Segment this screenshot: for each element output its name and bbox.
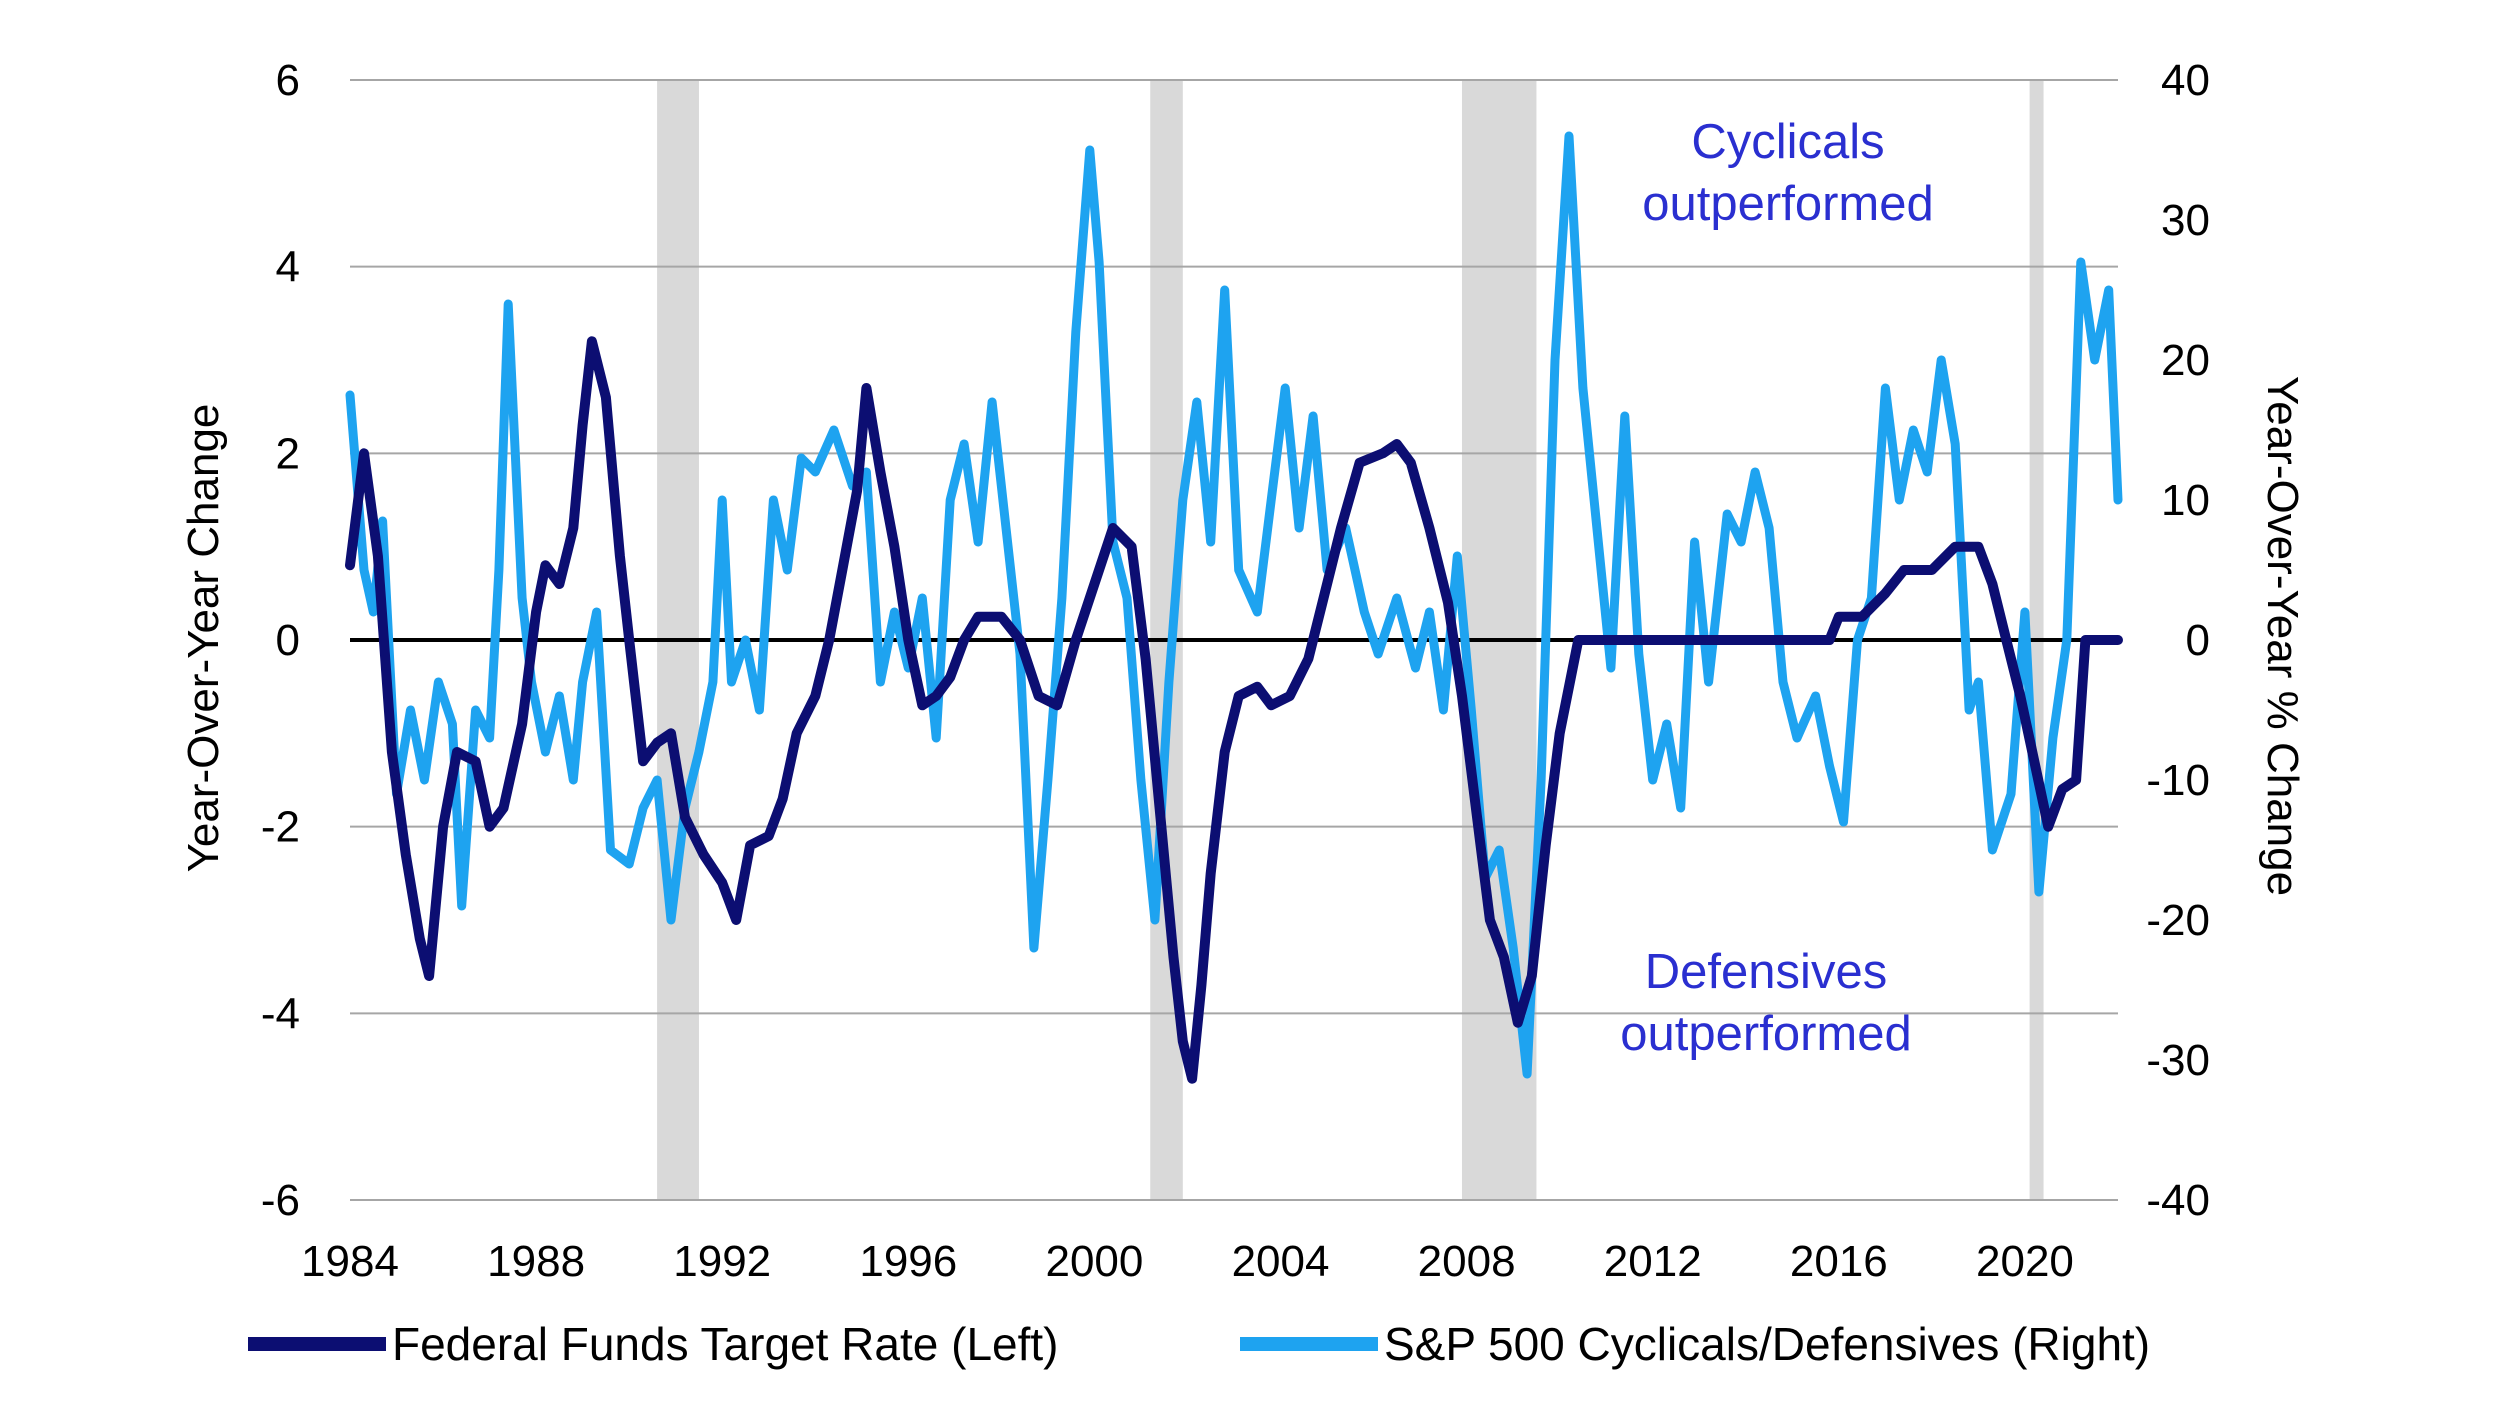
x-axis-ticks: 1984 1988 1992 1996 2000 2004 2008 2012 2016 2020 [301, 1237, 2074, 1286]
x-tick-label-0: 1984 [301, 1237, 399, 1286]
right-tick-label-5: 10 [2161, 476, 2210, 525]
x-tick-label-1: 1988 [487, 1237, 585, 1286]
left-axis-label: Year-Over-Year Change [179, 404, 228, 873]
x-tick-label-4: 2000 [1045, 1237, 1143, 1286]
right-tick-label-8: 40 [2161, 56, 2210, 105]
annotation-cyclicals: Cyclicals outperformed [1642, 115, 1933, 231]
left-tick-label-0: -6 [261, 1176, 300, 1225]
annotation-defensives-line1: Defensives [1645, 945, 1887, 999]
left-tick-label-3: 0 [276, 616, 300, 665]
series-line-fed [345, 336, 2123, 1084]
annotation-defensives: Defensives outperformed [1620, 945, 1911, 1061]
right-axis-label: Year-Over-Year % Change [2258, 376, 2307, 896]
legend: Federal Funds Target Rate (Left) S&P 500… [248, 1318, 2150, 1370]
series-line-sp [345, 131, 2123, 1079]
right-axis-ticks: -40 -30 -20 -10 0 10 20 30 40 [2146, 56, 2210, 1225]
series-lines [345, 131, 2123, 1084]
right-tick-label-2: -20 [2146, 896, 2210, 945]
annotation-defensives-line2: outperformed [1620, 1007, 1911, 1061]
legend-item-fed: Federal Funds Target Rate (Left) [248, 1318, 1058, 1370]
legend-label-fed: Federal Funds Target Rate (Left) [392, 1318, 1058, 1370]
left-tick-label-1: -4 [261, 989, 300, 1038]
legend-item-sp: S&P 500 Cyclicals/Defensives (Right) [1240, 1318, 2150, 1370]
right-tick-label-3: -10 [2146, 756, 2210, 805]
x-tick-label-8: 2016 [1790, 1237, 1888, 1286]
x-tick-label-6: 2008 [1418, 1237, 1516, 1286]
x-tick-label-5: 2004 [1232, 1237, 1330, 1286]
x-tick-label-7: 2012 [1604, 1237, 1702, 1286]
x-tick-label-2: 1992 [673, 1237, 771, 1286]
left-tick-label-4: 2 [276, 429, 300, 478]
annotation-cyclicals-line1: Cyclicals [1691, 115, 1884, 169]
left-tick-label-2: -2 [261, 803, 300, 852]
left-tick-label-5: 4 [276, 243, 300, 292]
x-tick-label-3: 1996 [859, 1237, 957, 1286]
x-tick-label-9: 2020 [1976, 1237, 2074, 1286]
right-tick-label-0: -40 [2146, 1176, 2210, 1225]
right-tick-label-6: 20 [2161, 336, 2210, 385]
right-tick-label-7: 30 [2161, 196, 2210, 245]
right-tick-label-1: -30 [2146, 1036, 2210, 1085]
left-axis-ticks: -6 -4 -2 0 2 4 6 [261, 56, 300, 1225]
left-tick-label-6: 6 [276, 56, 300, 105]
annotation-cyclicals-line2: outperformed [1642, 177, 1933, 231]
right-tick-label-4: 0 [2186, 616, 2210, 665]
gridlines [350, 79, 2118, 1201]
legend-label-sp: S&P 500 Cyclicals/Defensives (Right) [1384, 1318, 2150, 1370]
